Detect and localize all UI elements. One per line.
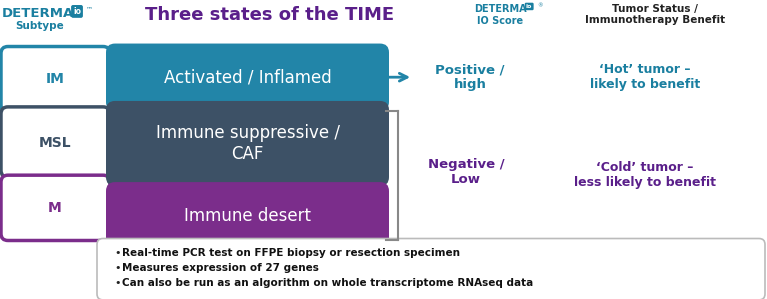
Text: DETERMA: DETERMA [2, 7, 74, 20]
Text: Real-time PCR test on FFPE biopsy or resection specimen: Real-time PCR test on FFPE biopsy or res… [122, 248, 460, 258]
Text: DETERMA: DETERMA [474, 4, 526, 14]
Text: •: • [114, 263, 120, 273]
FancyBboxPatch shape [1, 107, 110, 177]
Text: ‘Hot’ tumor –
likely to benefit: ‘Hot’ tumor – likely to benefit [590, 63, 700, 91]
Text: Negative /
Low: Negative / Low [428, 158, 505, 186]
Text: ™: ™ [86, 6, 93, 12]
Text: ®: ® [537, 3, 542, 8]
FancyBboxPatch shape [106, 182, 389, 249]
Text: Activated / Inflamed: Activated / Inflamed [163, 68, 331, 86]
Text: io: io [526, 4, 532, 9]
Text: MSL: MSL [38, 135, 71, 150]
Text: Measures expression of 27 genes: Measures expression of 27 genes [122, 263, 319, 273]
Text: Can also be run as an algorithm on whole transcriptome RNAseq data: Can also be run as an algorithm on whole… [122, 278, 533, 288]
Text: Three states of the TIME: Three states of the TIME [146, 6, 394, 24]
FancyBboxPatch shape [1, 175, 110, 240]
FancyBboxPatch shape [1, 47, 110, 112]
Text: Immunotherapy Benefit: Immunotherapy Benefit [585, 15, 725, 25]
FancyBboxPatch shape [97, 239, 765, 299]
Text: Immune desert: Immune desert [184, 207, 311, 225]
Text: io: io [73, 7, 81, 16]
Text: ‘Cold’ tumor –
less likely to benefit: ‘Cold’ tumor – less likely to benefit [574, 161, 716, 189]
Text: M: M [48, 201, 62, 215]
FancyBboxPatch shape [106, 44, 389, 111]
Text: IO Score: IO Score [477, 16, 523, 26]
Text: IM: IM [45, 72, 64, 86]
Text: Immune suppressive /
CAF: Immune suppressive / CAF [156, 124, 340, 163]
Text: •: • [114, 248, 120, 258]
FancyBboxPatch shape [106, 101, 389, 186]
Text: •: • [114, 278, 120, 288]
Text: Positive /
high: Positive / high [435, 63, 505, 91]
Text: Tumor Status /: Tumor Status / [612, 4, 698, 14]
Text: Subtype: Subtype [15, 21, 64, 31]
